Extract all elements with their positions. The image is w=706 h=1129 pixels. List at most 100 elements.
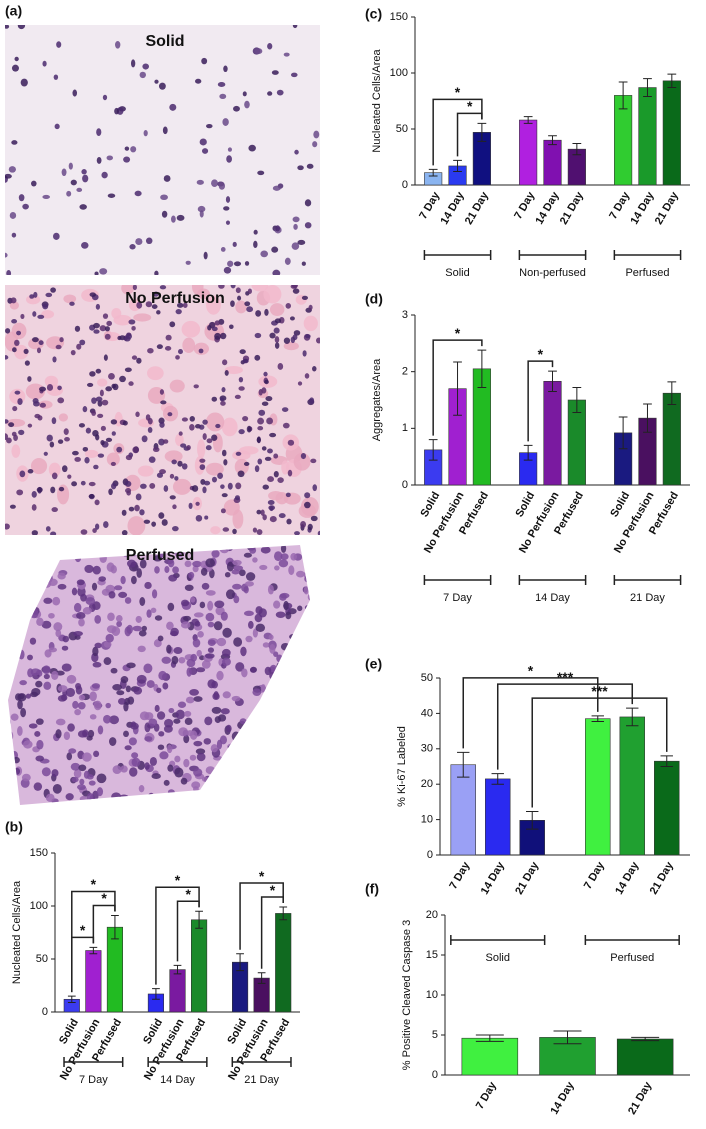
cell xyxy=(294,149,299,155)
cell xyxy=(257,458,263,465)
cell xyxy=(232,583,242,590)
cell xyxy=(61,168,67,177)
cell xyxy=(170,627,179,637)
cell xyxy=(17,699,23,710)
cell xyxy=(78,694,86,701)
cell xyxy=(82,406,88,413)
cell xyxy=(131,325,136,331)
cell xyxy=(252,628,258,638)
y-tick-label: 50 xyxy=(396,123,408,135)
cell xyxy=(120,765,128,773)
cell xyxy=(297,605,303,612)
cell xyxy=(117,335,122,341)
cell xyxy=(180,443,187,448)
cell xyxy=(129,767,138,777)
cell xyxy=(82,606,92,615)
cell xyxy=(62,635,70,643)
cell xyxy=(122,420,128,426)
cell xyxy=(193,384,199,389)
cell xyxy=(287,469,293,477)
cell xyxy=(94,271,99,275)
group-label: 14 Day xyxy=(160,1074,195,1086)
cell xyxy=(153,555,163,562)
cell xyxy=(141,625,147,632)
bar xyxy=(654,760,680,856)
cell xyxy=(46,434,53,442)
y-tick-label: 40 xyxy=(421,707,433,719)
cell xyxy=(233,261,242,267)
group-bracket xyxy=(63,1057,124,1067)
cell xyxy=(157,635,164,642)
cell xyxy=(94,615,102,624)
cell xyxy=(206,295,221,315)
cell xyxy=(183,734,190,744)
y-tick-label: 50 xyxy=(36,953,48,965)
cell xyxy=(125,488,132,494)
cell xyxy=(85,427,92,434)
cell xyxy=(168,558,175,568)
error-bar xyxy=(523,444,533,461)
cell xyxy=(232,509,244,529)
x-tick-label: 7 Day xyxy=(512,189,538,221)
cell xyxy=(237,470,245,478)
cell xyxy=(156,711,166,720)
error-bar xyxy=(279,906,288,921)
cell xyxy=(163,779,170,786)
cell xyxy=(38,340,44,346)
cell xyxy=(82,752,92,762)
cell xyxy=(287,439,295,446)
cell xyxy=(27,654,33,661)
cell xyxy=(188,502,193,509)
cell xyxy=(273,327,280,334)
y-tick-label: 15 xyxy=(426,949,438,961)
cell xyxy=(14,390,21,395)
cell xyxy=(27,469,34,474)
significance-label: * xyxy=(455,84,461,100)
x-tick-label: 14 Day xyxy=(479,859,508,896)
cell xyxy=(256,529,263,535)
cell xyxy=(77,730,88,738)
significance-label: * xyxy=(175,872,181,888)
cell xyxy=(211,396,218,402)
cell xyxy=(172,478,192,495)
cell xyxy=(177,460,183,467)
cell xyxy=(72,700,79,709)
cell xyxy=(276,89,284,96)
cell xyxy=(300,520,307,528)
error-bar xyxy=(548,370,557,392)
cell xyxy=(178,727,189,737)
cell xyxy=(136,357,142,364)
group-label: Solid xyxy=(486,952,510,964)
cell xyxy=(238,376,244,383)
cells xyxy=(5,285,320,535)
cell xyxy=(92,661,102,668)
cell xyxy=(188,571,195,579)
cell xyxy=(67,474,72,479)
cell xyxy=(272,185,281,191)
cell xyxy=(195,501,200,506)
cell xyxy=(252,527,258,533)
cell xyxy=(304,199,312,207)
x-tick-label: Solid xyxy=(608,490,632,519)
cell xyxy=(49,441,55,448)
cell xyxy=(45,526,51,532)
cell xyxy=(70,350,76,356)
cell xyxy=(202,486,207,494)
cell xyxy=(28,723,38,729)
cell xyxy=(244,100,250,109)
cell xyxy=(185,696,195,704)
cell xyxy=(76,611,86,620)
cell xyxy=(75,682,82,690)
cell xyxy=(42,303,49,310)
cell xyxy=(168,574,178,582)
cell xyxy=(147,427,153,433)
cell xyxy=(248,144,256,152)
cell xyxy=(39,402,46,408)
cell xyxy=(192,638,201,648)
cell xyxy=(31,490,37,498)
cell xyxy=(196,179,204,185)
cell xyxy=(277,363,284,370)
cell xyxy=(91,582,98,591)
cell xyxy=(130,721,137,728)
cell xyxy=(225,196,231,203)
